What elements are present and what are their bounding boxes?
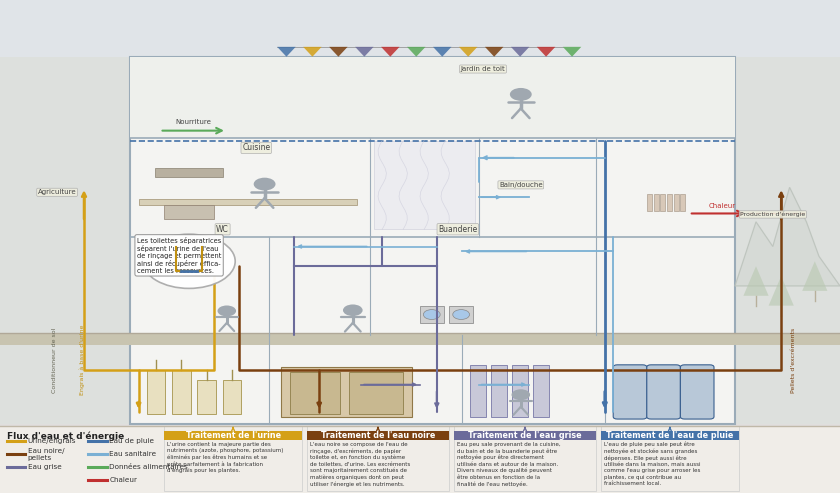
Polygon shape: [511, 47, 529, 57]
Bar: [449, 306, 473, 323]
Bar: [374, 141, 475, 229]
Polygon shape: [433, 47, 451, 57]
Text: Eau noire/
pellets: Eau noire/ pellets: [28, 448, 65, 460]
Text: Traitement de l'urine: Traitement de l'urine: [186, 431, 281, 440]
Circle shape: [423, 310, 440, 319]
Bar: [0, 426, 840, 493]
Text: Eau sanitaire: Eau sanitaire: [109, 451, 156, 457]
Text: WC: WC: [216, 225, 229, 234]
Polygon shape: [743, 266, 769, 296]
Polygon shape: [769, 276, 794, 306]
Bar: [0, 17, 130, 424]
Bar: [281, 367, 412, 417]
Polygon shape: [485, 47, 503, 57]
Polygon shape: [563, 47, 581, 57]
Text: Eau de pluie: Eau de pluie: [109, 438, 155, 444]
Polygon shape: [381, 47, 400, 57]
Text: L'urine contient la majeure partie des
nutriments (azote, phosphore, potassium)
: L'urine contient la majeure partie des n…: [167, 442, 284, 473]
Bar: [601, 431, 739, 440]
Bar: [647, 194, 652, 211]
FancyBboxPatch shape: [613, 365, 647, 419]
Text: Urine/engrais: Urine/engrais: [28, 438, 76, 444]
Bar: [147, 370, 165, 414]
Circle shape: [510, 88, 532, 101]
Circle shape: [343, 305, 363, 316]
FancyBboxPatch shape: [647, 365, 680, 419]
Polygon shape: [277, 47, 296, 57]
Bar: [654, 194, 659, 211]
Text: Données alimentaires: Données alimentaires: [109, 464, 188, 470]
Circle shape: [218, 306, 236, 317]
Polygon shape: [537, 47, 555, 57]
Text: Engrais à base d'urine: Engrais à base d'urine: [80, 325, 85, 395]
Bar: [290, 372, 340, 414]
Circle shape: [254, 177, 276, 190]
Text: Pellets d'excréments: Pellets d'excréments: [791, 327, 796, 392]
Polygon shape: [329, 47, 348, 57]
Circle shape: [453, 310, 470, 319]
Bar: [491, 365, 507, 417]
Bar: [667, 194, 672, 211]
Bar: [307, 426, 449, 491]
Bar: [0, 0, 840, 57]
Text: Buanderie: Buanderie: [438, 225, 477, 234]
Polygon shape: [407, 47, 426, 57]
Bar: [139, 199, 357, 205]
Polygon shape: [459, 47, 477, 57]
Text: Chaleur: Chaleur: [709, 203, 736, 209]
Circle shape: [512, 389, 530, 400]
Text: Traitement de l'eau noire: Traitement de l'eau noire: [321, 431, 435, 440]
Bar: [680, 194, 685, 211]
Text: Traitement de l'eau de pluie: Traitement de l'eau de pluie: [606, 431, 733, 440]
Bar: [601, 426, 739, 491]
Bar: [164, 431, 302, 440]
Circle shape: [143, 234, 235, 288]
Bar: [223, 380, 241, 414]
Bar: [454, 426, 596, 491]
Bar: [0, 424, 840, 493]
Bar: [660, 194, 665, 211]
Polygon shape: [355, 47, 374, 57]
Bar: [164, 205, 214, 219]
Text: Flux d'eau et d'énergie: Flux d'eau et d'énergie: [7, 431, 124, 441]
Text: Bain/douche: Bain/douche: [499, 182, 543, 188]
Polygon shape: [735, 187, 840, 286]
Polygon shape: [303, 47, 322, 57]
Bar: [735, 17, 840, 424]
FancyBboxPatch shape: [680, 365, 714, 419]
Text: Eau peu sale provenant de la cuisine,
du bain et de la buanderie peut être
netto: Eau peu sale provenant de la cuisine, du…: [457, 442, 560, 487]
Text: Conditionneur de sol: Conditionneur de sol: [52, 327, 57, 392]
Bar: [512, 365, 528, 417]
Text: L'eau noire se compose de l'eau de
rinçage, d'excréments, de papier
toilette et,: L'eau noire se compose de l'eau de rinça…: [310, 442, 410, 487]
Bar: [197, 380, 216, 414]
Text: Jardin de toit: Jardin de toit: [460, 66, 506, 72]
Bar: [454, 431, 596, 440]
Text: Cuisine: Cuisine: [242, 143, 270, 152]
Text: Les toilettes séparatrices
séparent l'urine de l'eau
de rinçage et permettent
ai: Les toilettes séparatrices séparent l'ur…: [137, 237, 221, 274]
Bar: [130, 57, 735, 424]
FancyBboxPatch shape: [155, 168, 223, 177]
Bar: [674, 194, 679, 211]
Text: Nourriture: Nourriture: [176, 119, 211, 125]
Bar: [307, 431, 449, 440]
Text: Production d'énergie: Production d'énergie: [740, 211, 806, 217]
Bar: [349, 372, 403, 414]
Text: L'eau de pluie peu sale peut être
nettoyée et stockée sans grandes
dépenses. Ell: L'eau de pluie peu sale peut être nettoy…: [604, 442, 701, 486]
Bar: [470, 365, 486, 417]
Bar: [172, 370, 191, 414]
Bar: [164, 426, 302, 491]
Bar: [420, 306, 444, 323]
Text: Agriculture: Agriculture: [38, 189, 76, 195]
Polygon shape: [802, 261, 827, 291]
Text: Eau grise: Eau grise: [28, 464, 61, 470]
Bar: [0, 333, 840, 345]
Text: Chaleur: Chaleur: [109, 477, 137, 483]
Text: Traitement de l'eau grise: Traitement de l'eau grise: [468, 431, 582, 440]
Bar: [533, 365, 549, 417]
Bar: [130, 57, 735, 138]
